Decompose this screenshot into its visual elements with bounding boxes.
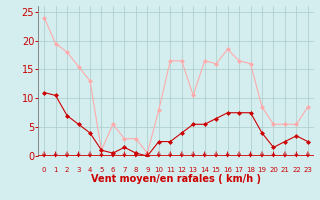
- X-axis label: Vent moyen/en rafales ( km/h ): Vent moyen/en rafales ( km/h ): [91, 174, 261, 184]
